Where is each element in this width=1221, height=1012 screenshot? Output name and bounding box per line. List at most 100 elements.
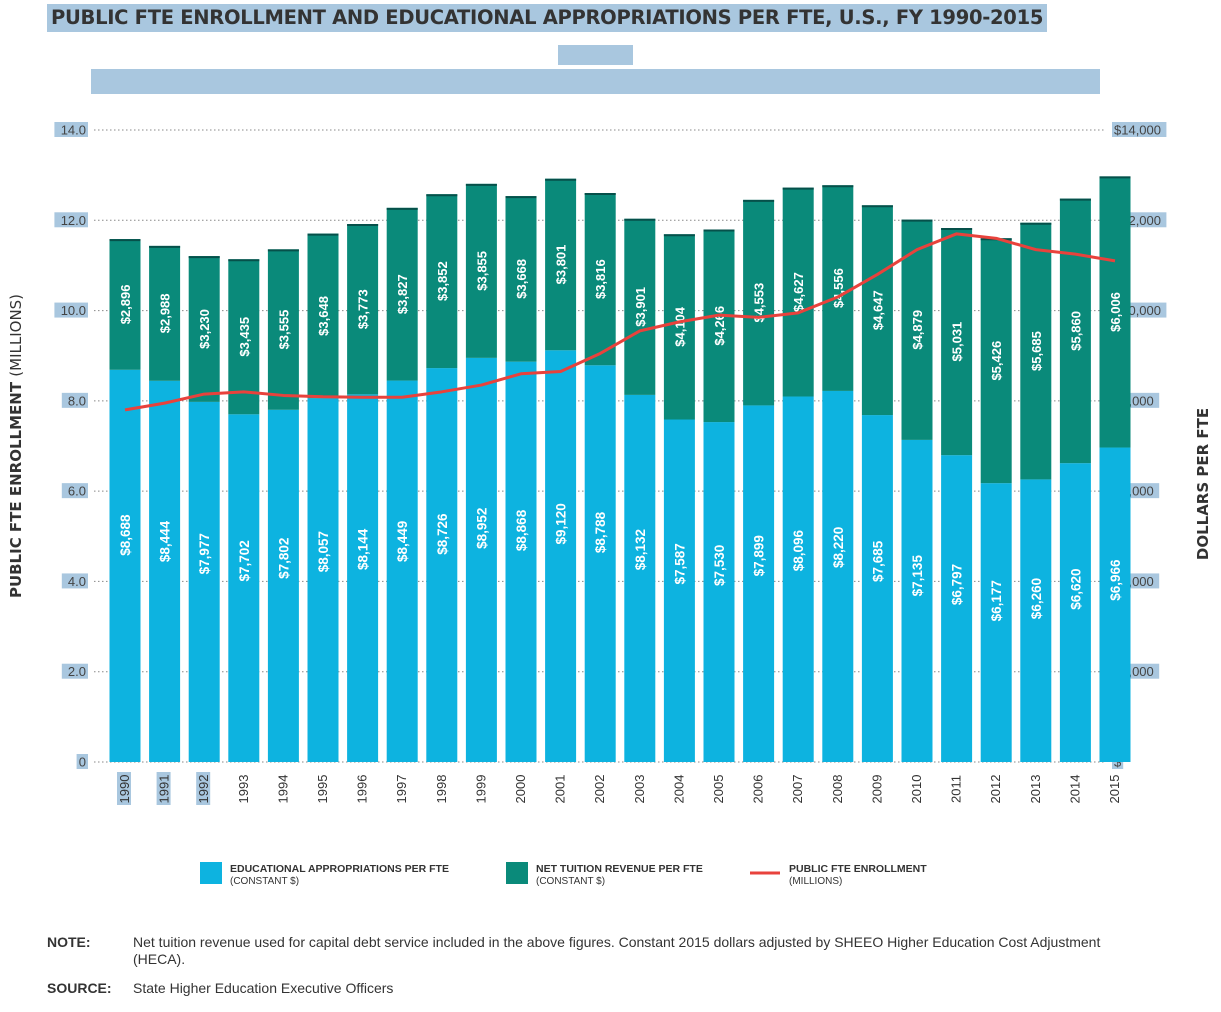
- bar-appropriations: [267, 409, 299, 762]
- bar-appropriations: [188, 401, 220, 762]
- bar-appropriations: [822, 390, 854, 762]
- bar-net-tuition: [228, 259, 260, 415]
- legend-label-net-tuition: NET TUITION REVENUE PER FTE: [536, 863, 703, 875]
- data-label-appropriations: $7,685: [870, 540, 885, 582]
- x-tick-label: 2004: [671, 775, 686, 804]
- x-tick-label: 1995: [315, 775, 330, 804]
- bar-net-tuition: [1020, 222, 1052, 480]
- source-row: SOURCE: State Higher Education Executive…: [47, 980, 1147, 997]
- bar-net-tuition: [267, 249, 299, 410]
- data-label-net-tuition: $4,627: [791, 272, 806, 312]
- x-tick-label: 2015: [1107, 775, 1122, 804]
- data-label-net-tuition: $3,827: [395, 274, 410, 314]
- bar-appropriations: [584, 365, 616, 762]
- tick-highlight: [54, 302, 88, 318]
- bar-net-tuition: [109, 239, 141, 370]
- bar-appropriations: [109, 369, 141, 762]
- data-label-appropriations: $6,260: [1029, 578, 1044, 619]
- x-tick-label: 2006: [751, 775, 766, 804]
- bar-appropriations: [663, 419, 695, 762]
- data-label-net-tuition: $5,031: [950, 322, 965, 362]
- data-label-appropriations: $8,220: [831, 527, 846, 568]
- bar-appropriations: [545, 350, 577, 762]
- data-label-net-tuition: $4,647: [870, 290, 885, 330]
- y-left-tick-label: 14.0: [61, 123, 86, 138]
- data-label-appropriations: $7,899: [752, 535, 767, 576]
- data-label-net-tuition: $3,852: [435, 261, 450, 301]
- x-tick-label: 2009: [869, 775, 884, 804]
- y-left-tick-label: 2.0: [68, 664, 86, 679]
- bar-appropriations: [505, 361, 537, 762]
- bar-appropriations: [1020, 479, 1052, 762]
- source-label: SOURCE:: [47, 980, 112, 996]
- bar-appropriations: [347, 394, 379, 762]
- data-label-appropriations: $7,530: [712, 545, 727, 586]
- x-tick-label: 2003: [632, 775, 647, 804]
- bar-appropriations: [386, 380, 418, 762]
- bar-net-tuition: [822, 185, 854, 391]
- legend-sublabel-enrollment: (MILLIONS): [789, 876, 842, 887]
- data-label-net-tuition: $5,860: [1068, 311, 1083, 351]
- data-label-net-tuition: $3,668: [514, 259, 529, 299]
- note-text: Net tuition revenue used for capital deb…: [133, 934, 1101, 967]
- x-tick-label: 2007: [790, 775, 805, 804]
- bar-net-tuition: [188, 256, 220, 402]
- x-tick-label: 1997: [394, 775, 409, 804]
- y-right-tick-label: $14,000: [1114, 123, 1161, 138]
- bar-net-tuition: [980, 238, 1012, 484]
- bar-net-tuition: [861, 205, 893, 416]
- data-label-net-tuition: $4,266: [712, 306, 727, 346]
- x-tick-label: 2008: [830, 775, 845, 804]
- data-label-net-tuition: $3,435: [237, 317, 252, 357]
- data-label-appropriations: $6,797: [950, 564, 965, 605]
- data-label-appropriations: $7,587: [672, 543, 687, 584]
- bar-net-tuition: [624, 218, 656, 395]
- chart-title: PUBLIC FTE ENROLLMENT AND EDUCATIONAL AP…: [47, 4, 1048, 32]
- data-label-appropriations: $8,096: [791, 529, 806, 571]
- bar-net-tuition: [426, 194, 458, 369]
- data-label-appropriations: $8,057: [316, 531, 331, 572]
- bar-net-tuition: [584, 193, 616, 366]
- x-tick-label: 1994: [275, 775, 290, 804]
- bar-appropriations: [307, 398, 339, 762]
- x-tick-highlight: [117, 772, 131, 805]
- data-label-net-tuition: $4,879: [910, 310, 925, 350]
- tick-highlight: [54, 212, 88, 228]
- bar-net-tuition: [663, 234, 695, 420]
- source-text: State Higher Education Executive Officer…: [133, 980, 394, 996]
- bar-net-tuition: [505, 196, 537, 362]
- bar-appropriations: [1099, 447, 1131, 762]
- bar-appropriations: [465, 357, 497, 762]
- data-label-net-tuition: $3,773: [356, 289, 371, 329]
- data-label-net-tuition: $4,556: [831, 268, 846, 308]
- data-label-net-tuition: $3,816: [593, 259, 608, 299]
- y-left-tick-label: 10.0: [61, 303, 86, 318]
- tick-highlight: [61, 483, 88, 499]
- data-label-appropriations: $8,132: [633, 529, 648, 570]
- legend-sublabel-appropriations: (CONSTANT $): [230, 876, 299, 887]
- enrollment-line: [124, 232, 1116, 412]
- y-left-tick-label: 0: [79, 755, 86, 770]
- x-tick-label: 2005: [711, 775, 726, 804]
- tick-highlight: [76, 754, 88, 769]
- highlight-bar-small: [558, 45, 633, 65]
- x-tick-label: 2013: [1028, 775, 1043, 804]
- x-tick-label: 2014: [1067, 775, 1082, 804]
- data-label-appropriations: $7,702: [237, 540, 252, 581]
- bar-net-tuition: [307, 233, 339, 399]
- x-tick-label: 2010: [909, 775, 924, 804]
- bar-appropriations: [861, 415, 893, 762]
- data-label-net-tuition: $5,426: [989, 341, 1004, 381]
- tick-highlight: [61, 392, 88, 408]
- legend-swatch-net-tuition: [506, 862, 528, 884]
- bar-appropriations: [228, 414, 260, 762]
- data-label-net-tuition: $4,553: [752, 283, 767, 323]
- x-tick-label: 2001: [553, 775, 568, 804]
- data-label-appropriations: $7,977: [197, 533, 212, 574]
- bar-net-tuition: [465, 183, 497, 358]
- data-label-net-tuition: $2,896: [118, 285, 133, 325]
- bar-net-tuition: [1059, 198, 1091, 464]
- bar-net-tuition: [703, 229, 735, 423]
- data-label-appropriations: $8,952: [474, 508, 489, 549]
- data-label-net-tuition: $4,104: [672, 306, 687, 347]
